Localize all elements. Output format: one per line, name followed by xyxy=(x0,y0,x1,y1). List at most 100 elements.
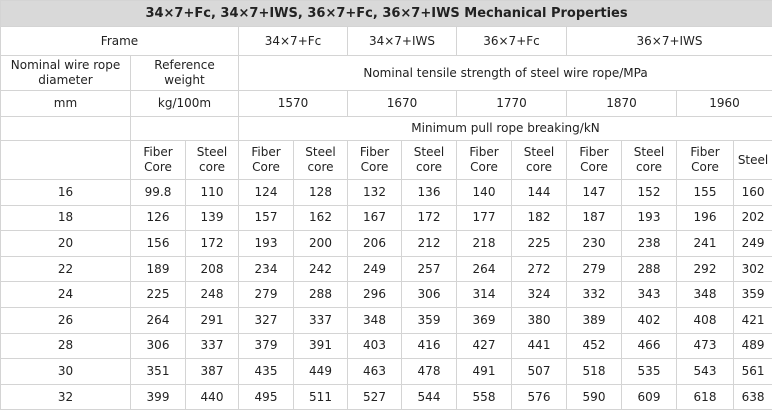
breaking-force-cell: 272 xyxy=(512,256,567,282)
breaking-force-cell: 279 xyxy=(239,282,294,308)
breaking-force-cell: 136 xyxy=(402,180,457,206)
core-header: Fiber Core xyxy=(239,141,294,180)
breaking-force-cell: 544 xyxy=(402,384,457,410)
diameter-cell: 22 xyxy=(1,256,131,282)
empty-cell xyxy=(1,117,131,141)
breaking-force-cell: 421 xyxy=(734,307,772,333)
breaking-force-cell: 234 xyxy=(239,256,294,282)
weight-cell: 225 xyxy=(131,282,186,308)
breaking-force-cell: 172 xyxy=(402,205,457,231)
diameter-cell: 32 xyxy=(1,384,131,410)
core-header: Steel xyxy=(734,141,772,180)
weight-cell: 156 xyxy=(131,231,186,257)
weight-cell: 189 xyxy=(131,256,186,282)
breaking-force-cell: 242 xyxy=(294,256,348,282)
strength-value: 1670 xyxy=(348,91,457,117)
breaking-force-cell: 638 xyxy=(734,384,772,410)
breaking-force-cell: 288 xyxy=(294,282,348,308)
breaking-force-cell: 435 xyxy=(239,359,294,385)
breaking-force-cell: 327 xyxy=(239,307,294,333)
breaking-force-cell: 427 xyxy=(457,333,512,359)
core-header: Fiber Core xyxy=(677,141,734,180)
weight-cell: 110 xyxy=(186,180,239,206)
weight-cell: 99.8 xyxy=(131,180,186,206)
breaking-force-cell: 160 xyxy=(734,180,772,206)
weight-cell: 126 xyxy=(131,205,186,231)
breaking-force-cell: 441 xyxy=(512,333,567,359)
breaking-label: Minimum pull rope breaking/kN xyxy=(239,117,772,141)
core-header: Steel core xyxy=(512,141,567,180)
breaking-force-cell: 452 xyxy=(567,333,622,359)
diameter-cell: 28 xyxy=(1,333,131,359)
diameter-label: Nominal wire rope diameter xyxy=(1,56,131,91)
core-header: Fiber Core xyxy=(348,141,402,180)
breaking-force-cell: 535 xyxy=(622,359,677,385)
diameter-cell: 16 xyxy=(1,180,131,206)
breaking-force-cell: 177 xyxy=(457,205,512,231)
breaking-force-cell: 292 xyxy=(677,256,734,282)
breaking-force-cell: 489 xyxy=(734,333,772,359)
diameter-cell: 18 xyxy=(1,205,131,231)
breaking-force-cell: 324 xyxy=(512,282,567,308)
breaking-force-cell: 314 xyxy=(457,282,512,308)
weight-cell: 351 xyxy=(131,359,186,385)
breaking-force-cell: 193 xyxy=(239,231,294,257)
breaking-force-cell: 200 xyxy=(294,231,348,257)
weight-cell: 387 xyxy=(186,359,239,385)
breaking-force-cell: 408 xyxy=(677,307,734,333)
breaking-force-cell: 302 xyxy=(734,256,772,282)
breaking-force-cell: 543 xyxy=(677,359,734,385)
breaking-force-cell: 473 xyxy=(677,333,734,359)
breaking-force-cell: 155 xyxy=(677,180,734,206)
breaking-force-cell: 348 xyxy=(677,282,734,308)
weight-cell: 337 xyxy=(186,333,239,359)
breaking-force-cell: 257 xyxy=(402,256,457,282)
breaking-force-cell: 369 xyxy=(457,307,512,333)
breaking-force-cell: 337 xyxy=(294,307,348,333)
breaking-force-cell: 167 xyxy=(348,205,402,231)
breaking-force-cell: 288 xyxy=(622,256,677,282)
empty-cell xyxy=(131,117,239,141)
breaking-force-cell: 403 xyxy=(348,333,402,359)
breaking-force-cell: 389 xyxy=(567,307,622,333)
frame-header: 34×7+Fc xyxy=(239,27,348,56)
breaking-force-cell: 162 xyxy=(294,205,348,231)
frame-header: 36×7+IWS xyxy=(567,27,772,56)
breaking-force-cell: 206 xyxy=(348,231,402,257)
breaking-force-cell: 279 xyxy=(567,256,622,282)
diameter-cell: 24 xyxy=(1,282,131,308)
breaking-force-cell: 511 xyxy=(294,384,348,410)
breaking-force-cell: 359 xyxy=(734,282,772,308)
breaking-force-cell: 144 xyxy=(512,180,567,206)
breaking-force-cell: 124 xyxy=(239,180,294,206)
weight-cell: 139 xyxy=(186,205,239,231)
breaking-force-cell: 416 xyxy=(402,333,457,359)
weight-unit: kg/100m xyxy=(131,91,239,117)
weight-cell: 248 xyxy=(186,282,239,308)
breaking-force-cell: 225 xyxy=(512,231,567,257)
breaking-force-cell: 449 xyxy=(294,359,348,385)
breaking-force-cell: 463 xyxy=(348,359,402,385)
weight-cell: 172 xyxy=(186,231,239,257)
breaking-force-cell: 196 xyxy=(677,205,734,231)
breaking-force-cell: 558 xyxy=(457,384,512,410)
breaking-force-cell: 402 xyxy=(622,307,677,333)
breaking-force-cell: 306 xyxy=(402,282,457,308)
breaking-force-cell: 576 xyxy=(512,384,567,410)
core-header: Fiber Core xyxy=(131,141,186,180)
breaking-force-cell: 507 xyxy=(512,359,567,385)
core-header: Fiber Core xyxy=(567,141,622,180)
weight-cell: 440 xyxy=(186,384,239,410)
breaking-force-cell: 296 xyxy=(348,282,402,308)
weight-cell: 264 xyxy=(131,307,186,333)
breaking-force-cell: 193 xyxy=(622,205,677,231)
breaking-force-cell: 495 xyxy=(239,384,294,410)
breaking-force-cell: 152 xyxy=(622,180,677,206)
weight-cell: 291 xyxy=(186,307,239,333)
core-header: Steel core xyxy=(402,141,457,180)
strength-value: 1870 xyxy=(567,91,677,117)
frame-label: Frame xyxy=(1,27,239,56)
